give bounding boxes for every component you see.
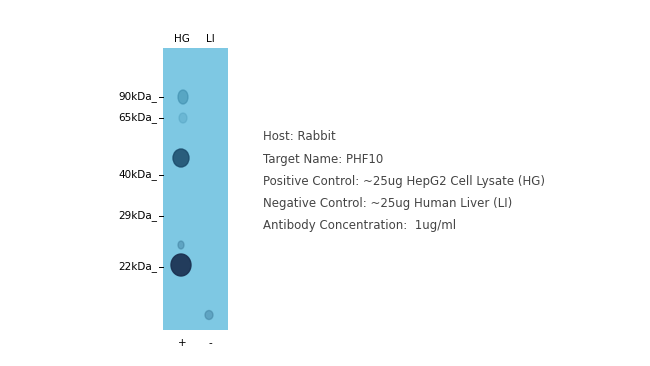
Text: Host: Rabbit: Host: Rabbit [263, 131, 336, 143]
Ellipse shape [179, 113, 187, 123]
Ellipse shape [171, 254, 191, 276]
Text: 65kDa_: 65kDa_ [118, 113, 157, 123]
Text: +: + [177, 338, 187, 348]
Text: Positive Control: ~25ug HepG2 Cell Lysate (HG): Positive Control: ~25ug HepG2 Cell Lysat… [263, 175, 545, 187]
Text: 90kDa_: 90kDa_ [118, 92, 157, 102]
Ellipse shape [173, 149, 189, 167]
Text: Target Name: PHF10: Target Name: PHF10 [263, 153, 383, 165]
Text: Antibody Concentration:  1ug/ml: Antibody Concentration: 1ug/ml [263, 219, 456, 232]
Ellipse shape [205, 310, 213, 320]
Bar [163, 48, 228, 330]
Text: Negative Control: ~25ug Human Liver (LI): Negative Control: ~25ug Human Liver (LI) [263, 197, 512, 209]
Ellipse shape [178, 241, 184, 249]
Text: 29kDa_: 29kDa_ [118, 210, 157, 221]
Text: -: - [208, 338, 212, 348]
Text: LI: LI [205, 34, 214, 44]
Text: 22kDa_: 22kDa_ [118, 262, 157, 272]
Text: HG: HG [174, 34, 190, 44]
Text: 40kDa_: 40kDa_ [118, 169, 157, 180]
Ellipse shape [178, 90, 188, 104]
